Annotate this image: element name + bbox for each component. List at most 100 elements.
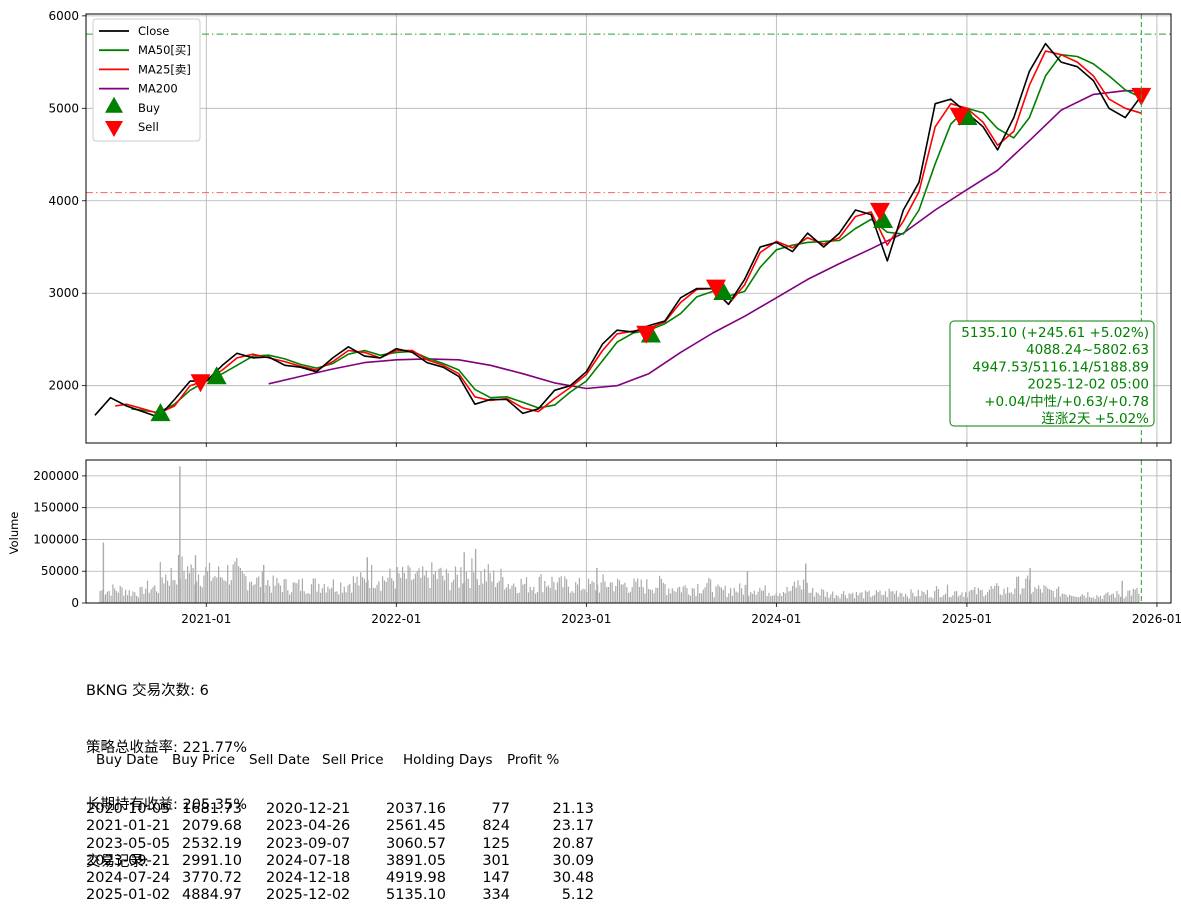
volume-bar [1052,591,1054,603]
volume-bar [753,590,755,603]
volume-bar [691,588,693,603]
volume-bar [662,582,664,603]
volume-bar [773,595,775,603]
volume-bar [176,584,178,603]
volume-bar [1092,597,1094,603]
volume-bar [422,566,424,603]
volume-bar [957,596,959,603]
volume-bar [560,576,562,603]
cell-buy-price: 1681.73 [182,801,242,817]
volume-bar [1030,593,1032,603]
buy-marker [713,282,734,301]
volume-bar [819,595,821,603]
volume-bar [208,562,211,603]
volume-bar [276,577,278,603]
volume-bar [914,596,916,603]
volume-bar [906,596,908,603]
volume-bar [835,594,837,603]
x-tick-label: 2024-01 [751,612,801,626]
volume-bar [1109,595,1111,603]
volume-bar [174,580,176,603]
volume-bar [394,588,396,603]
volume-bar [577,584,579,603]
volume-bar [923,592,925,603]
y-tick-label: 5000 [48,101,79,115]
volume-bar [977,587,979,603]
volume-bar [99,591,101,603]
volume-bar [234,561,236,603]
volume-bar [321,588,323,603]
volume-spike-bar [179,466,181,603]
volume-bar [314,578,316,603]
volume-bar [402,566,404,603]
cell-holding-days: 334 [482,887,510,904]
volume-bar [558,577,560,603]
volume-bar [764,585,766,603]
volume-spike-bar [463,552,465,603]
volume-bar [199,585,201,603]
volume-bar [750,592,752,603]
volume-bar [134,592,136,603]
volume-bar [830,594,832,603]
volume-bar [1136,587,1138,603]
volume-bar [638,587,641,603]
volume-bar [524,583,526,603]
volume-bar [566,579,568,603]
volume-bar [759,588,761,603]
volume-bar [910,589,912,603]
volume-bar [925,594,927,603]
volume-bar [626,587,628,603]
volume-bar [985,594,987,603]
cell-sell-date: 2020-12-21 [266,801,351,817]
volume-bar [400,577,402,603]
volume-bar [833,598,836,603]
volume-bar [711,592,713,603]
volume-bar [948,597,950,603]
volume-bar [797,580,799,603]
volume-bar [724,585,726,603]
volume-bar [781,596,783,603]
volume-bar [894,593,896,603]
legend-label: MA50[买] [138,43,191,57]
volume-bar [866,591,868,603]
volume-bar [981,589,983,603]
sell-marker [949,107,970,126]
cell-buy-date: 2025-01-02 [86,887,171,904]
volume-bar [177,554,180,603]
volume-bar [431,562,433,603]
volume-bar [447,573,449,603]
volume-bar [301,578,303,603]
cell-profit: 23.17 [552,818,594,835]
volume-bar [689,595,692,603]
volume-bar [943,595,945,603]
volume-bar [535,593,537,603]
volume-bar [941,597,943,603]
volume-bar [121,587,123,603]
volume-bar [684,585,686,603]
cell-profit: 21.13 [552,801,594,817]
volume-bar [677,587,679,603]
volume-spike-bar [805,563,807,603]
volume-bar [1094,598,1096,603]
volume-bar [897,596,899,603]
volume-bar [491,581,493,603]
volume-bar [806,582,808,603]
volume-bar [347,585,349,603]
volume-bar [954,591,956,603]
volume-bar [1059,596,1061,603]
volume-bar [994,585,996,603]
volume-bar [622,584,624,603]
volume-bar [298,579,300,603]
volume-bar [265,585,267,603]
sell-marker [705,279,726,298]
volume-bar [128,590,130,603]
legend: Close MA50[买] MA25[卖] MA200 Buy Sell [92,18,201,142]
volume-bar [1038,585,1040,603]
volume-bar [1039,588,1041,603]
volume-spike-bar [746,571,749,603]
volume-bar [507,584,509,603]
volume-bar [398,573,400,603]
volume-bar [296,583,298,603]
volume-y-tick-label: 50000 [41,564,79,578]
volume-bar [1001,595,1003,603]
